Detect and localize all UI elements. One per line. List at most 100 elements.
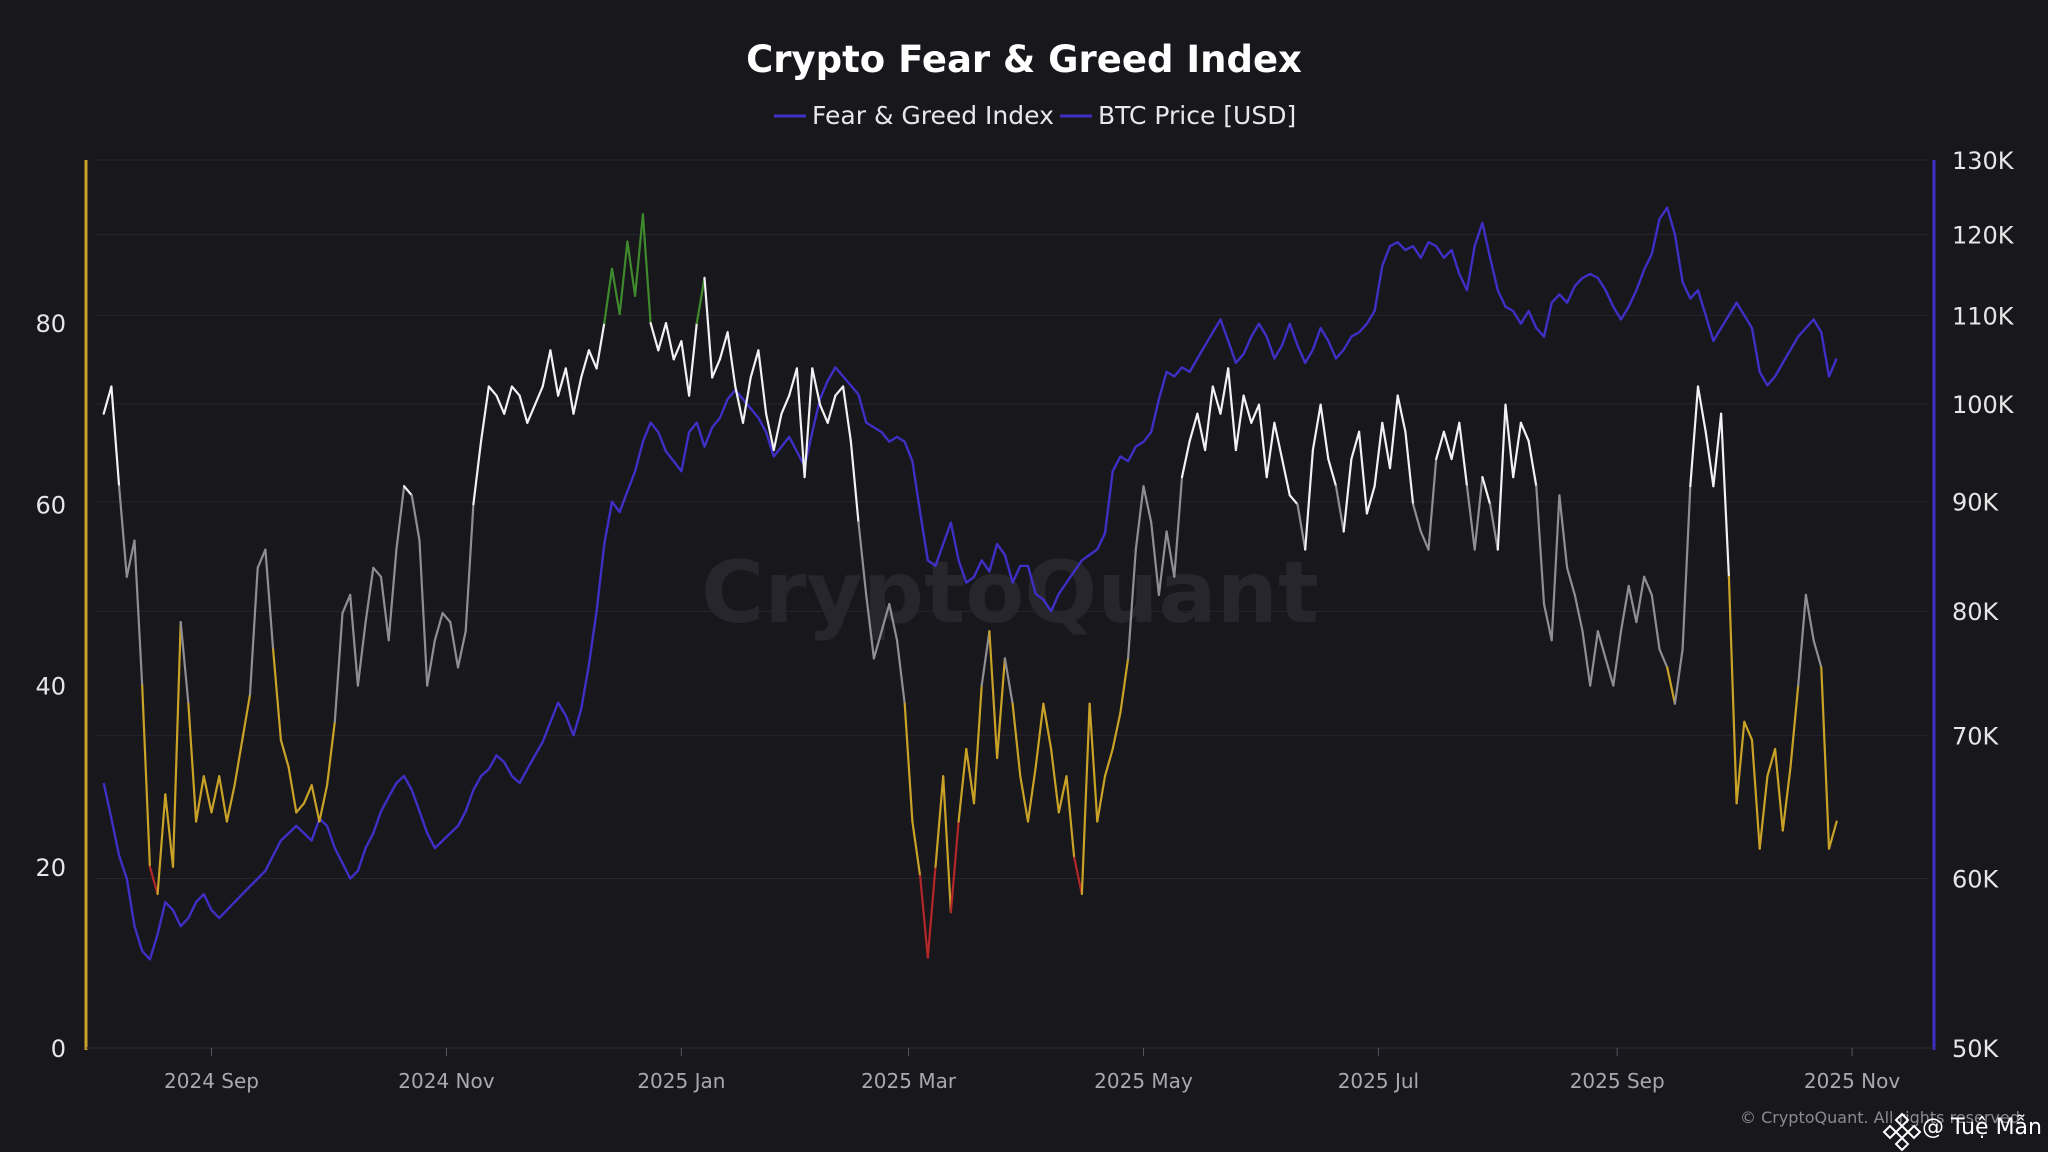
fear-greed-segment	[241, 693, 252, 742]
fear-greed-segment	[1157, 530, 1168, 597]
fear-greed-segment	[841, 385, 852, 442]
fear-greed-segment	[1727, 575, 1738, 805]
fear-greed-segment	[433, 611, 444, 642]
right-tick-label: 120K	[1952, 221, 2015, 249]
fear-greed-segment	[1196, 412, 1207, 452]
author-handle-text: @ Tuệ Mẫn	[1922, 1114, 2042, 1140]
fear-greed-segment	[1280, 457, 1291, 497]
fear-greed-segment	[164, 793, 175, 868]
fear-greed-segment	[1642, 575, 1653, 597]
fear-greed-segment	[610, 267, 621, 316]
fear-greed-segment	[1804, 593, 1815, 642]
fear-greed-segment	[911, 820, 922, 877]
x-tick-label: 2025 Jul	[1338, 1069, 1419, 1093]
fear-greed-segment	[657, 322, 668, 352]
fear-greed-segment	[356, 620, 367, 687]
chart-title: Crypto Fear & Greed Index	[746, 38, 1302, 81]
fear-greed-segment	[1042, 702, 1053, 751]
fear-greed-segment	[418, 539, 429, 687]
fear-greed-segment	[903, 702, 914, 823]
fear-greed-segment	[341, 593, 352, 615]
fear-greed-segment	[1519, 421, 1530, 442]
fear-greed-segment	[1619, 584, 1630, 633]
x-axis-ticks: 2024 Sep 2024 Nov 2025 Jan 2025 Mar 2025 May…	[164, 1048, 1900, 1093]
legend-label-fear-greed: Fear & Greed Index	[812, 101, 1054, 130]
fear-greed-segment	[1134, 485, 1145, 551]
fear-greed-segment	[1019, 775, 1030, 823]
fear-greed-segment	[218, 775, 228, 823]
fear-greed-segment	[880, 602, 891, 633]
fear-greed-segment	[487, 385, 498, 397]
fear-greed-segment	[1666, 666, 1677, 705]
fear-greed-segment	[1689, 385, 1700, 488]
fear-greed-segment	[1073, 856, 1084, 896]
fear-greed-segment	[1242, 394, 1253, 424]
left-tick-label: 40	[35, 673, 66, 701]
fear-greed-segment	[1080, 702, 1091, 896]
fear-greed-segment	[195, 775, 205, 823]
fear-greed-segment	[803, 367, 814, 479]
fear-greed-segment	[1612, 630, 1623, 687]
fear-greed-segment	[926, 865, 937, 959]
left-tick-label: 60	[35, 491, 66, 519]
fear-greed-segment	[687, 322, 698, 397]
fear-greed-segment	[1550, 494, 1561, 642]
fear-greed-segment	[225, 784, 236, 823]
right-tick-label: 80K	[1952, 598, 2000, 626]
fear-greed-segment	[1188, 412, 1199, 442]
fear-greed-segment	[949, 820, 960, 914]
fear-greed-segment	[1635, 575, 1646, 624]
fear-greed-segment	[480, 385, 490, 442]
fear-greed-segment	[603, 267, 614, 325]
fear-greed-segment	[772, 412, 783, 452]
fear-greed-segment	[811, 367, 822, 406]
fear-greed-segment	[1034, 702, 1045, 769]
fear-greed-segment	[1712, 412, 1723, 488]
fear-greed-segment	[148, 865, 159, 896]
fear-greed-segment	[1512, 421, 1523, 479]
binance-icon	[1882, 1112, 1922, 1152]
fear-greed-segment	[965, 747, 976, 805]
fear-greed-segment	[1065, 775, 1076, 859]
legend-label-btc-price: BTC Price [USD]	[1098, 101, 1296, 130]
legend: Fear & Greed Index BTC Price [USD]	[774, 101, 1296, 130]
x-tick-label: 2024 Nov	[398, 1069, 494, 1093]
fear-greed-segment	[1088, 702, 1099, 823]
btc-price-series	[102, 206, 1838, 961]
fear-greed-segment	[1257, 403, 1268, 479]
fear-greed-segment	[1581, 630, 1592, 687]
x-tick-label: 2025 Mar	[861, 1069, 957, 1093]
fear-greed-segment	[1442, 430, 1453, 461]
right-tick-label: 70K	[1952, 722, 2000, 750]
fear-greed-segment	[1404, 430, 1415, 506]
fear-greed-segment	[1781, 765, 1792, 832]
fear-greed-segment	[618, 240, 629, 316]
fear-greed-segment	[187, 702, 198, 823]
fear-greed-segment	[1111, 711, 1122, 751]
fear-greed-segment	[541, 349, 552, 388]
x-tick-label: 2025 Nov	[1804, 1069, 1900, 1093]
fear-greed-segment	[888, 602, 899, 642]
legend-item-fear-greed[interactable]: Fear & Greed Index	[774, 101, 1054, 130]
fear-greed-segment	[1481, 476, 1492, 506]
fear-greed-segment	[272, 648, 282, 742]
fear-greed-segment	[1057, 775, 1068, 814]
fear-greed-segment	[1026, 765, 1037, 823]
fear-greed-segment	[1096, 775, 1107, 823]
fear-greed-segment	[1735, 720, 1746, 805]
fear-greed-segment	[133, 539, 144, 687]
fear-greed-segment	[633, 213, 645, 297]
fear-greed-segment	[788, 367, 799, 397]
fear-greed-segment	[464, 503, 475, 633]
right-tick-label: 50K	[1952, 1035, 2000, 1063]
fear-greed-segment	[125, 539, 136, 578]
fear-greed-segment	[1049, 747, 1060, 814]
fear-greed-segment	[1789, 684, 1800, 769]
fear-greed-segment	[1334, 485, 1345, 533]
fear-greed-segment	[795, 367, 806, 479]
fear-greed-segment	[780, 394, 791, 415]
legend-item-btc-price[interactable]: BTC Price [USD]	[1060, 101, 1296, 130]
fear-greed-segment	[1719, 412, 1731, 578]
fear-greed-segment	[957, 747, 968, 823]
fear-greed-segment	[1126, 548, 1137, 660]
